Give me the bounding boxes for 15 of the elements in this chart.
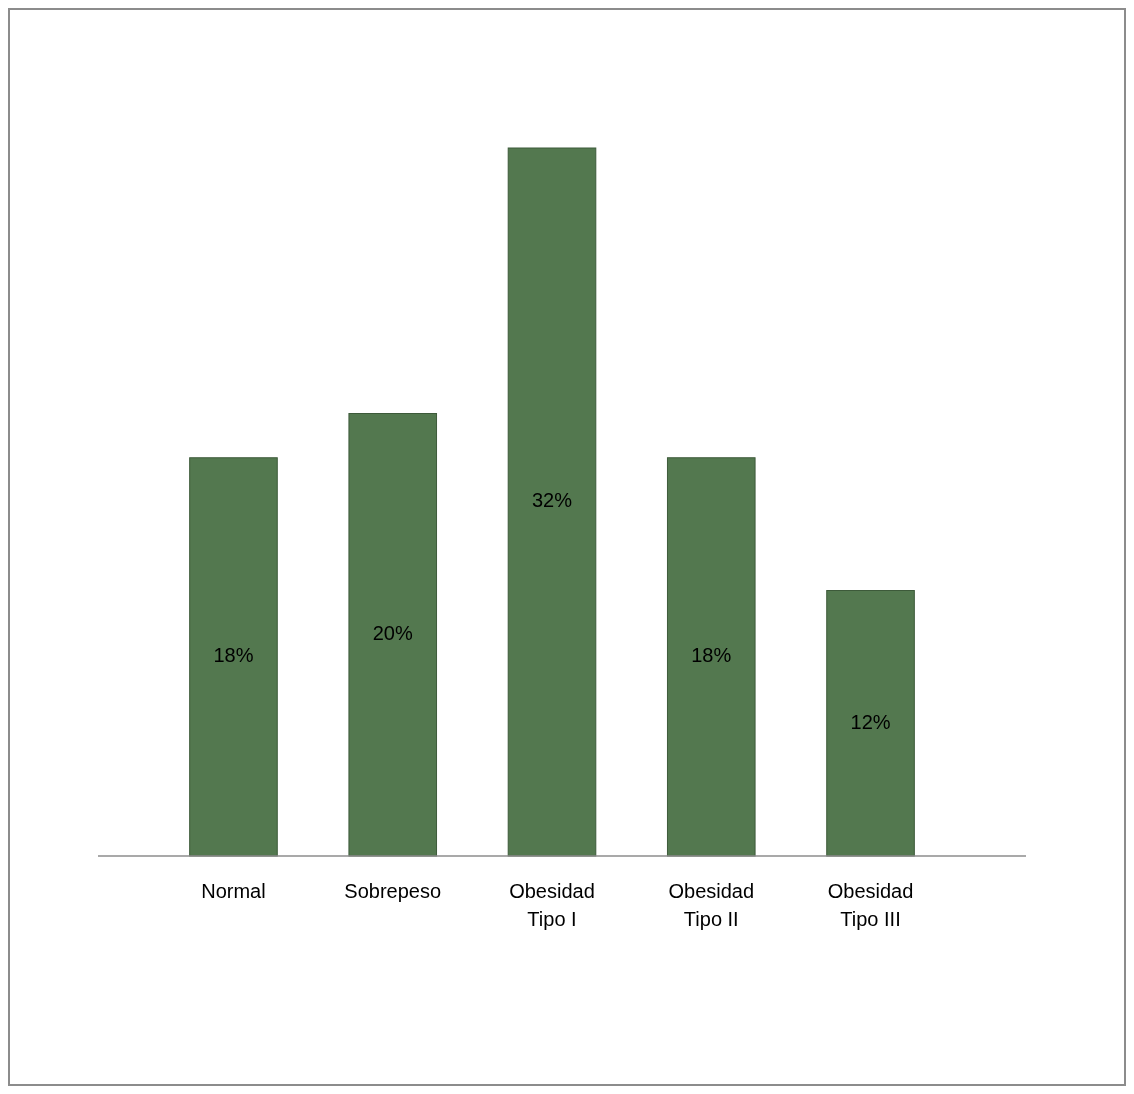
data-label: 12% [850, 710, 891, 733]
bar [507, 147, 597, 857]
data-label: 20% [372, 622, 413, 645]
data-label: 18% [691, 644, 732, 667]
bar [348, 413, 438, 857]
x-tick-label: Obesidad Tipo I [509, 880, 595, 930]
bar [189, 457, 278, 857]
data-label: 32% [531, 489, 573, 512]
bar [826, 590, 915, 857]
x-tick-label: Obesidad Tipo III [827, 880, 914, 930]
x-tick-label: Normal [201, 880, 266, 902]
data-label: 18% [213, 644, 254, 667]
x-tick-label: Obesidad Tipo II [668, 880, 755, 930]
x-tick-label: Sobrepeso [344, 880, 442, 902]
bar [666, 457, 756, 857]
